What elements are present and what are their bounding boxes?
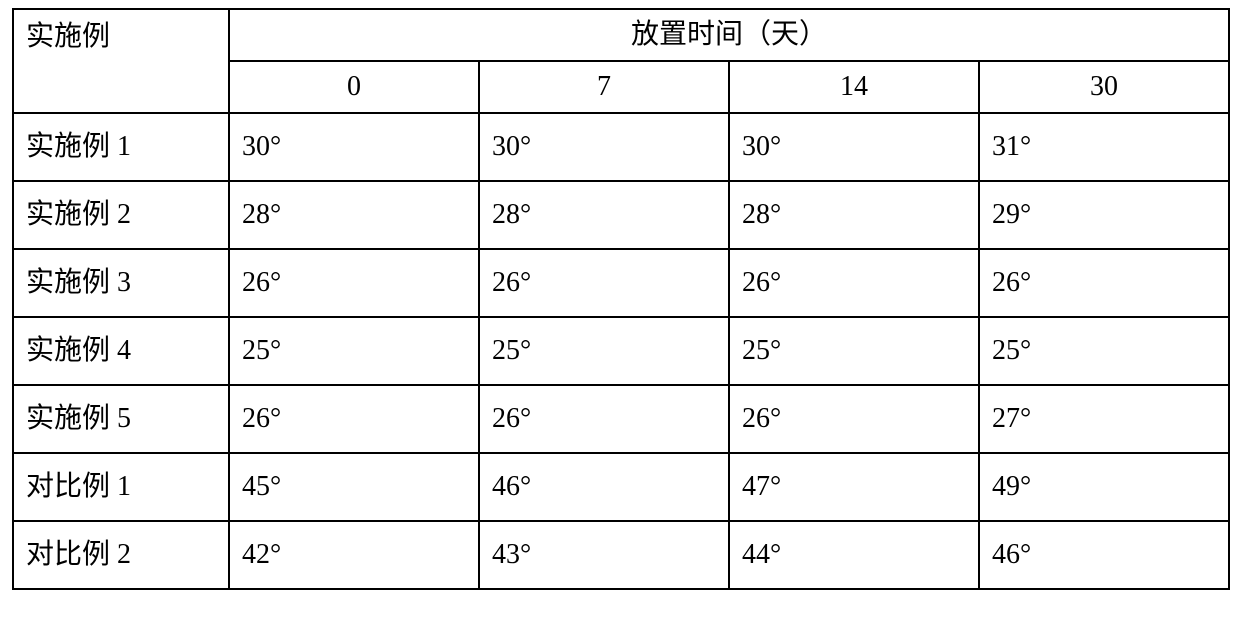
cell-text: 31°	[992, 131, 1031, 162]
cell-text: 27°	[992, 403, 1031, 434]
cell: 28°	[479, 181, 729, 249]
cell-text: 26°	[242, 403, 281, 434]
row-label-text: 实施例 3	[26, 267, 131, 298]
col-header-3: 30	[979, 61, 1229, 113]
cell-text: 25°	[742, 335, 781, 366]
cell: 25°	[979, 317, 1229, 385]
cell: 25°	[729, 317, 979, 385]
cell-text: 49°	[992, 471, 1031, 502]
cell-text: 26°	[742, 403, 781, 434]
cell: 25°	[229, 317, 479, 385]
row-label: 实施例 1	[13, 113, 229, 181]
cell-text: 47°	[742, 471, 781, 502]
cell: 43°	[479, 521, 729, 589]
cell: 26°	[479, 385, 729, 453]
col-header-1: 7	[479, 61, 729, 113]
cell-text: 25°	[242, 335, 281, 366]
cell: 26°	[729, 385, 979, 453]
cell-text: 28°	[242, 199, 281, 230]
cell: 44°	[729, 521, 979, 589]
cell-text: 26°	[242, 267, 281, 298]
cell-text: 42°	[242, 539, 281, 570]
table-row: 实施例 1 30° 30° 30° 31°	[13, 113, 1229, 181]
cell: 31°	[979, 113, 1229, 181]
table-row: 对比例 2 42° 43° 44° 46°	[13, 521, 1229, 589]
row-label: 对比例 2	[13, 521, 229, 589]
column-group-header: 放置时间（天）	[229, 9, 1229, 61]
cell-text: 26°	[492, 403, 531, 434]
header-row-1: 实施例 放置时间（天）	[13, 9, 1229, 61]
cell: 25°	[479, 317, 729, 385]
cell-text: 28°	[742, 199, 781, 230]
cell: 46°	[479, 453, 729, 521]
row-header-title: 实施例	[13, 9, 229, 113]
table-row: 实施例 5 26° 26° 26° 27°	[13, 385, 1229, 453]
row-label: 实施例 5	[13, 385, 229, 453]
cell: 30°	[729, 113, 979, 181]
cell-text: 29°	[992, 199, 1031, 230]
cell-text: 43°	[492, 539, 531, 570]
cell: 42°	[229, 521, 479, 589]
cell-text: 25°	[992, 335, 1031, 366]
cell: 46°	[979, 521, 1229, 589]
cell-text: 46°	[492, 471, 531, 502]
table-row: 对比例 1 45° 46° 47° 49°	[13, 453, 1229, 521]
cell: 26°	[479, 249, 729, 317]
table-row: 实施例 3 26° 26° 26° 26°	[13, 249, 1229, 317]
row-label: 对比例 1	[13, 453, 229, 521]
col-header-2: 14	[729, 61, 979, 113]
cell-text: 26°	[742, 267, 781, 298]
cell-text: 26°	[992, 267, 1031, 298]
cell: 26°	[229, 249, 479, 317]
row-header-title-text: 实施例	[26, 21, 110, 52]
cell-text: 26°	[492, 267, 531, 298]
cell: 30°	[479, 113, 729, 181]
data-table: 实施例 放置时间（天） 0 7 14 30 实施例 1 30° 30° 30° …	[12, 8, 1230, 590]
column-group-header-text: 放置时间（天）	[631, 19, 827, 50]
cell: 29°	[979, 181, 1229, 249]
row-label-text: 实施例 2	[26, 199, 131, 230]
row-label-text: 实施例 1	[26, 131, 131, 162]
cell: 45°	[229, 453, 479, 521]
col-header-2-text: 14	[840, 71, 868, 102]
cell-text: 45°	[242, 471, 281, 502]
cell-text: 44°	[742, 539, 781, 570]
row-label-text: 实施例 5	[26, 403, 131, 434]
row-label-text: 实施例 4	[26, 335, 131, 366]
cell: 28°	[729, 181, 979, 249]
cell: 27°	[979, 385, 1229, 453]
row-label: 实施例 2	[13, 181, 229, 249]
cell: 49°	[979, 453, 1229, 521]
cell: 26°	[979, 249, 1229, 317]
cell: 28°	[229, 181, 479, 249]
cell-text: 30°	[492, 131, 531, 162]
cell: 26°	[229, 385, 479, 453]
col-header-1-text: 7	[597, 71, 611, 102]
table-row: 实施例 2 28° 28° 28° 29°	[13, 181, 1229, 249]
cell: 47°	[729, 453, 979, 521]
table-container: 实施例 放置时间（天） 0 7 14 30 实施例 1 30° 30° 30° …	[0, 0, 1240, 627]
table-row: 实施例 4 25° 25° 25° 25°	[13, 317, 1229, 385]
cell-text: 30°	[242, 131, 281, 162]
row-label: 实施例 4	[13, 317, 229, 385]
row-label-text: 对比例 1	[26, 471, 131, 502]
cell-text: 25°	[492, 335, 531, 366]
cell: 26°	[729, 249, 979, 317]
cell-text: 28°	[492, 199, 531, 230]
cell-text: 30°	[742, 131, 781, 162]
col-header-3-text: 30	[1090, 71, 1118, 102]
row-label: 实施例 3	[13, 249, 229, 317]
col-header-0-text: 0	[347, 71, 361, 102]
col-header-0: 0	[229, 61, 479, 113]
cell-text: 46°	[992, 539, 1031, 570]
row-label-text: 对比例 2	[26, 539, 131, 570]
cell: 30°	[229, 113, 479, 181]
